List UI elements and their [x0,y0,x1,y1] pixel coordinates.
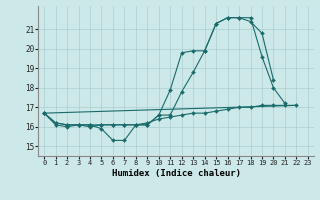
X-axis label: Humidex (Indice chaleur): Humidex (Indice chaleur) [111,169,241,178]
